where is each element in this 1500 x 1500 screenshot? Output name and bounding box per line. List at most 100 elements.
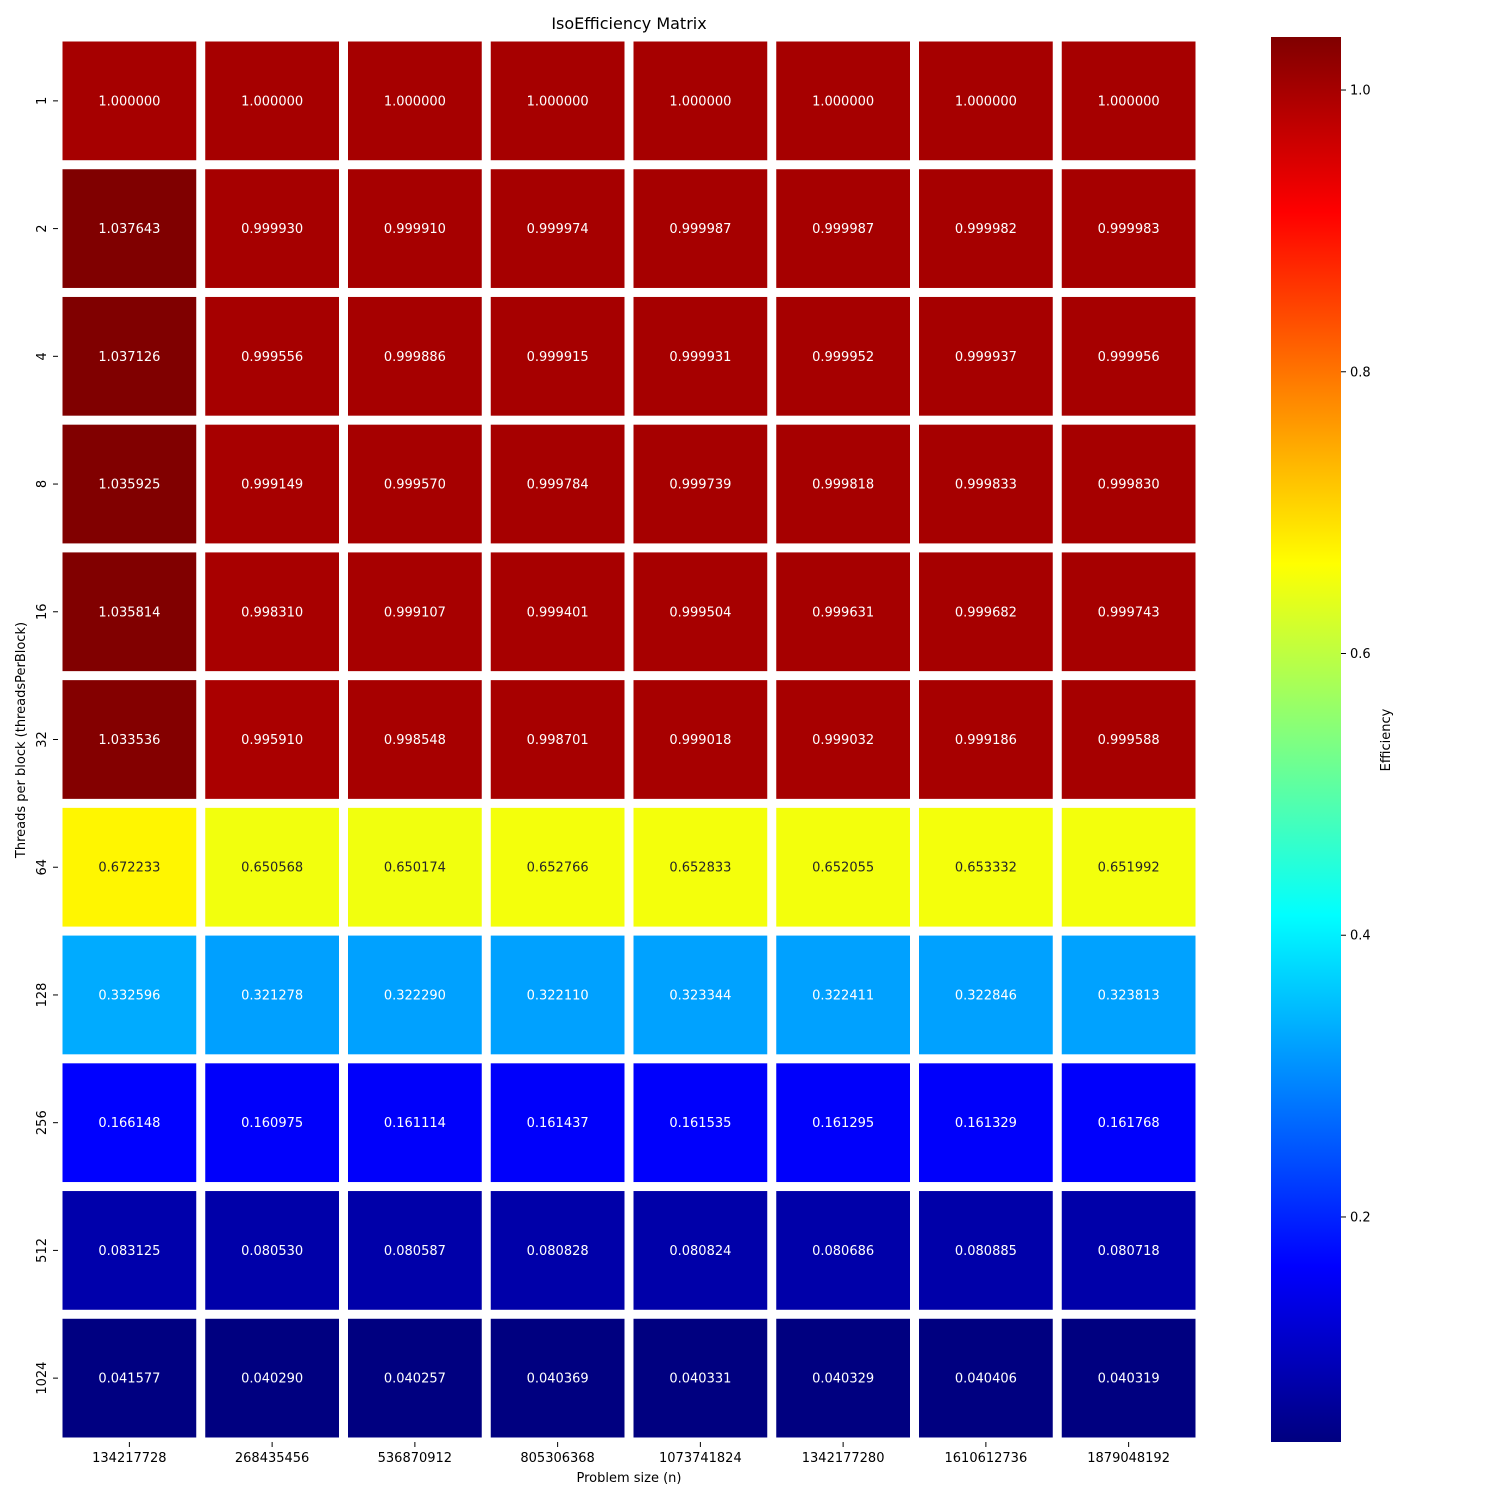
cell-value-label: 0.650568 [241,861,303,876]
heatmap-cell [490,1063,625,1183]
cell-value-label: 0.651992 [1098,861,1160,876]
heatmap-cell [62,1063,197,1183]
colorbar-tick-label: 0.8 [1350,365,1371,380]
heatmap-cell [633,807,768,927]
cell-value-label: 1.035814 [98,605,160,620]
cell-value-label: 1.000000 [955,94,1017,109]
cell-value-label: 0.999504 [669,605,731,620]
cell-value-label: 0.999588 [1098,733,1160,748]
heatmap-cell [776,1063,910,1183]
cell-value-label: 0.999570 [384,478,446,493]
cell-value-label: 0.999982 [955,222,1017,237]
heatmap-cell [633,935,768,1055]
heatmap-cell [490,1318,625,1438]
cell-value-label: 0.080824 [669,1244,731,1259]
colorbar-tick-label: 1.0 [1350,84,1371,99]
heatmap-cell [490,552,625,672]
cell-value-label: 0.999987 [812,222,874,237]
cell-value-label: 0.040329 [812,1372,874,1387]
heatmap-cell [1061,1191,1196,1310]
cell-value-label: 0.652833 [669,861,731,876]
heatmap-cell [490,935,625,1055]
cell-value-label: 0.080587 [384,1244,446,1259]
cell-value-label: 0.999910 [384,222,446,237]
cell-value-label: 0.999956 [1098,350,1160,365]
cell-value-label: 0.332596 [98,988,160,1003]
cell-value-label: 0.999952 [812,350,874,365]
heatmap-cell [62,552,197,672]
cell-value-label: 1.033536 [98,733,160,748]
heatmap-cell [776,552,910,672]
cell-value-label: 1.000000 [241,94,303,109]
heatmap-cell [62,935,197,1055]
heatmap-cells: 1.000000 1.000000 1.000000 1.000000 1.000000… [62,41,1196,1438]
cell-value-label: 0.998310 [241,605,303,620]
heatmap-cell [1061,169,1196,288]
cell-value-label: 0.161114 [384,1116,446,1131]
cell-value-label: 1.000000 [812,94,874,109]
cell-value-label: 0.999107 [384,605,446,620]
heatmap-cell [490,1191,625,1310]
heatmap-cell [348,552,482,672]
x-axis-ticks: 134217728 268435456 536870912 805306368 1073… [92,1442,1170,1466]
cell-value-label: 0.080686 [812,1244,874,1259]
heatmap-cell [205,1191,339,1310]
heatmap-cell [1061,935,1196,1055]
cell-value-label: 0.080530 [241,1244,303,1259]
heatmap-cell [919,552,1053,672]
heatmap-cell [490,424,625,544]
y-tick-label: 4 [35,352,50,360]
cell-value-label: 1.000000 [669,94,731,109]
x-tick-label: 1342177280 [802,1451,885,1466]
heatmap-cell [776,41,910,161]
x-tick-label: 1073741824 [659,1451,742,1466]
colorbar-tick-label: 0.4 [1350,929,1371,944]
cell-value-label: 0.998701 [527,733,589,748]
cell-value-label: 0.999987 [669,222,731,237]
heatmap-cell [633,552,768,672]
heatmap-cell [1061,1318,1196,1438]
heatmap-cell [776,296,910,416]
heatmap-cell [348,424,482,544]
heatmap-cell [633,680,768,799]
heatmap-cell [776,169,910,288]
cell-value-label: 0.040257 [384,1372,446,1387]
cell-value-label: 0.672233 [98,861,160,876]
chart-title: IsoEfficiency Matrix [551,14,706,33]
heatmap-cell [1061,680,1196,799]
heatmap-cell [490,41,625,161]
heatmap-cell [348,169,482,288]
cell-value-label: 0.999018 [669,733,731,748]
cell-value-label: 0.999983 [1098,222,1160,237]
heatmap-cell [1061,41,1196,161]
heatmap-cell [919,807,1053,927]
cell-value-label: 0.999830 [1098,478,1160,493]
heatmap-cell [62,169,197,288]
heatmap-cell [919,424,1053,544]
cell-value-label: 0.999818 [812,478,874,493]
cell-value-label: 0.999915 [527,350,589,365]
x-axis-label: Problem size (n) [576,1471,681,1486]
cell-value-label: 0.999886 [384,350,446,365]
cell-value-label: 0.160975 [241,1116,303,1131]
cell-value-label: 1.000000 [98,94,160,109]
cell-value-label: 0.161295 [812,1116,874,1131]
y-tick-label: 32 [35,731,50,748]
heatmap-cell [348,807,482,927]
heatmap-cell [776,424,910,544]
heatmap-cell [776,807,910,927]
heatmap-cell [62,1318,197,1438]
cell-value-label: 0.999631 [812,605,874,620]
heatmap-cell [776,680,910,799]
cell-value-label: 0.321278 [241,988,303,1003]
heatmap-cell [1061,552,1196,672]
heatmap-cell [919,1191,1053,1310]
heatmap-cell [490,807,625,927]
heatmap-cell [205,807,339,927]
cell-value-label: 0.161437 [527,1116,589,1131]
heatmap-cell [205,41,339,161]
heatmap-cell [348,935,482,1055]
heatmap-cell [62,41,197,161]
cell-value-label: 0.322411 [812,988,874,1003]
